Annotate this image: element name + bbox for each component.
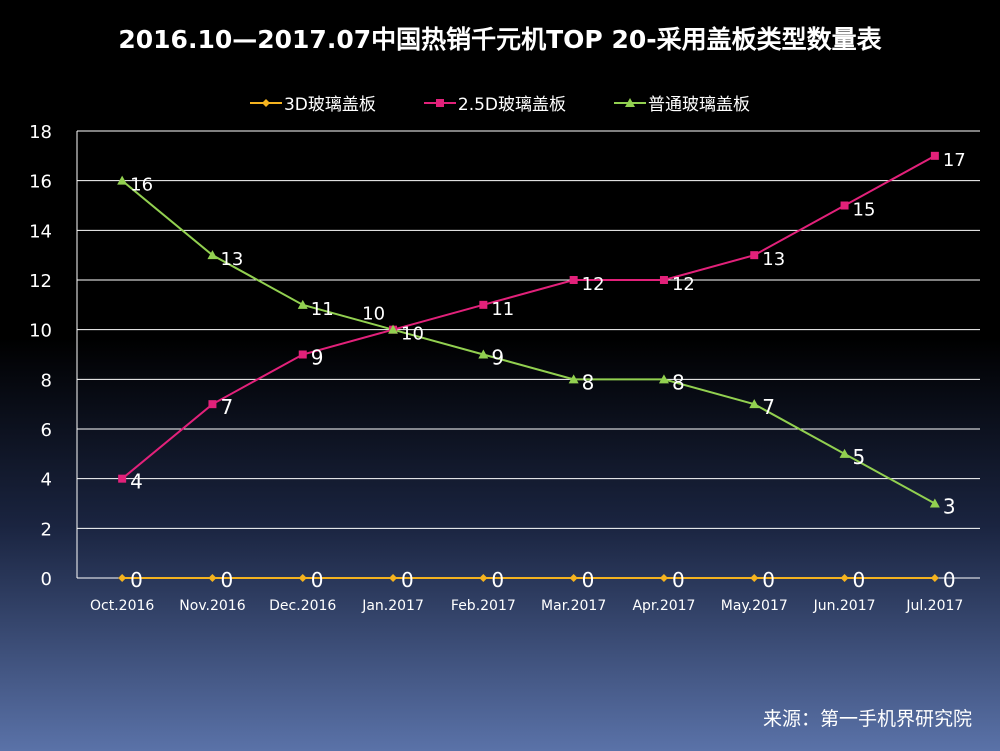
data-label: 7 (220, 395, 233, 419)
legend-item: 2.5D玻璃盖板 (423, 90, 567, 115)
legend-item: 3D玻璃盖板 (249, 90, 376, 115)
x-tick-label: Feb.2017 (451, 598, 516, 614)
y-tick-label: 4 (41, 470, 52, 491)
legend-item: 普通玻璃盖板 (614, 90, 750, 115)
data-point (479, 574, 488, 582)
data-point (659, 574, 668, 582)
legend-label: 3D玻璃盖板 (283, 95, 376, 115)
data-label: 0 (672, 568, 685, 592)
data-point (569, 276, 578, 284)
data-point (208, 400, 217, 409)
data-point (118, 574, 127, 582)
data-label: 0 (491, 568, 504, 592)
data-point (117, 175, 128, 185)
data-label: 11 (491, 299, 514, 320)
data-point (478, 349, 489, 359)
data-label: 12 (672, 274, 695, 295)
data-point (658, 374, 669, 384)
legend-marker-icon (614, 97, 647, 107)
legend-label: 2.5D玻璃盖板 (457, 95, 567, 115)
data-point (207, 250, 218, 260)
data-point (749, 399, 760, 409)
chart-title: 2016.10—2017.07中国热销千元机TOP 20-采用盖板类型数量表 (118, 25, 882, 54)
series-line-1 (121, 154, 936, 480)
x-tick-label: Dec.2016 (269, 598, 336, 614)
y-tick-label: 10 (29, 321, 52, 342)
data-label: 7 (762, 395, 775, 419)
y-tick-label: 12 (29, 271, 52, 292)
data-point (568, 374, 579, 384)
x-tick-label: Nov.2016 (179, 598, 245, 614)
data-label: 13 (762, 249, 785, 270)
y-tick-label: 16 (29, 172, 52, 193)
data-point (930, 574, 939, 582)
x-tick-label: Apr.2017 (632, 598, 695, 614)
x-tick-label: Jul.2017 (905, 598, 963, 614)
data-label: 10 (362, 304, 385, 325)
data-point (118, 474, 127, 483)
data-point (208, 574, 217, 582)
legend: 3D玻璃盖板 2.5D玻璃盖板 普通玻璃盖板 (0, 90, 1000, 115)
legend-marker-icon (423, 98, 456, 107)
data-label: 16 (130, 175, 153, 196)
data-label: 17 (943, 150, 966, 171)
data-point (389, 574, 398, 582)
data-point (298, 574, 307, 582)
data-point (839, 448, 850, 458)
x-tick-label: Jan.2017 (361, 598, 424, 614)
data-point (840, 201, 849, 210)
data-point (388, 324, 399, 334)
data-label: 0 (401, 568, 414, 592)
data-point (840, 574, 849, 582)
data-label: 8 (672, 370, 685, 394)
data-point (659, 276, 668, 284)
data-label: 0 (762, 568, 775, 592)
y-tick-label: 2 (41, 519, 52, 540)
legend-label: 普通玻璃盖板 (648, 95, 751, 115)
x-tick-label: Mar.2017 (541, 598, 606, 614)
data-label: 0 (130, 568, 143, 592)
data-point (929, 498, 940, 508)
data-label: 0 (220, 568, 233, 592)
data-label: 9 (491, 346, 504, 370)
data-label: 4 (130, 470, 143, 494)
data-label: 0 (943, 568, 956, 592)
legend-marker-icon (249, 98, 282, 107)
data-label: 0 (853, 568, 866, 592)
data-label: 0 (582, 568, 595, 592)
y-tick-label: 8 (41, 370, 52, 391)
y-tick-label: 14 (29, 221, 52, 242)
x-tick-label: Oct.2016 (90, 598, 154, 614)
data-label: 5 (853, 445, 866, 469)
data-label: 10 (401, 324, 424, 345)
data-label: 12 (582, 274, 605, 295)
data-label: 8 (582, 370, 595, 394)
data-label: 9 (311, 346, 324, 370)
data-point (569, 574, 578, 582)
source-note: 来源：第一手机界研究院 (762, 708, 972, 730)
x-tick-label: May.2017 (721, 598, 788, 614)
data-label: 3 (943, 495, 956, 519)
data-label: 11 (311, 299, 334, 320)
data-point (930, 151, 939, 160)
y-tick-label: 18 (29, 122, 52, 143)
data-point (750, 251, 759, 260)
data-label: 0 (311, 568, 324, 592)
y-tick-label: 6 (41, 420, 52, 441)
data-point (297, 299, 308, 309)
data-point (750, 574, 759, 582)
data-point (479, 300, 488, 309)
y-tick-label: 0 (41, 569, 52, 590)
data-point (298, 350, 307, 359)
series-line-2 (121, 179, 936, 505)
data-label: 15 (853, 200, 876, 221)
data-label: 13 (220, 249, 243, 270)
x-tick-label: Jun.2017 (813, 598, 876, 614)
